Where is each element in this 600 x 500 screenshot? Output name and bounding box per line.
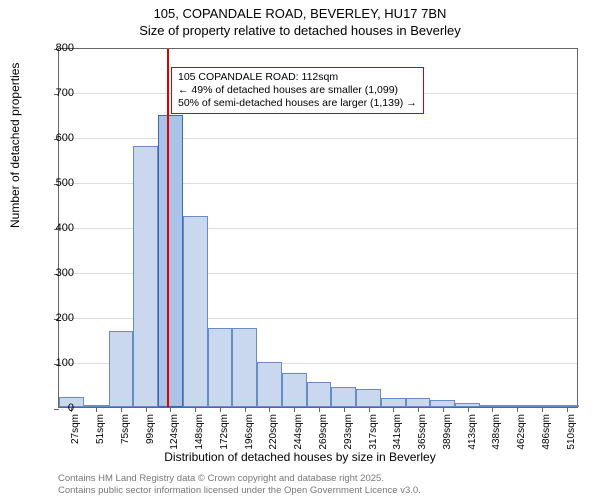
xtick-label: 486sqm (541, 414, 552, 464)
title-line1: 105, COPANDALE ROAD, BEVERLEY, HU17 7BN (0, 6, 600, 23)
xtick-label: 293sqm (343, 414, 354, 464)
histogram-bar (406, 398, 431, 407)
histogram-bar (158, 115, 183, 408)
histogram-bar (282, 373, 307, 407)
annotation-line3: 50% of semi-detached houses are larger (… (178, 97, 417, 110)
histogram-bar (232, 328, 257, 407)
histogram-plot: 105 COPANDALE ROAD: 112sqm← 49% of detac… (58, 48, 578, 408)
histogram-bar (133, 146, 158, 407)
xtick-label: 269sqm (318, 414, 329, 464)
annotation-line1: 105 COPANDALE ROAD: 112sqm (178, 71, 417, 84)
ytick-label: 0 (34, 402, 74, 414)
xtick-label: 75sqm (120, 414, 131, 464)
histogram-bar (356, 389, 381, 407)
xtick-mark (517, 407, 518, 412)
xtick-mark (220, 407, 221, 412)
ytick-label: 400 (34, 222, 74, 234)
histogram-bar (109, 331, 134, 408)
ytick-label: 600 (34, 132, 74, 144)
histogram-bar (381, 398, 406, 407)
xtick-mark (468, 407, 469, 412)
xtick-label: 51sqm (95, 414, 106, 464)
histogram-bar (183, 216, 208, 407)
xtick-label: 341sqm (392, 414, 403, 464)
xtick-mark (269, 407, 270, 412)
histogram-bar (307, 382, 332, 407)
xtick-label: 172sqm (219, 414, 230, 464)
footer-line1: Contains HM Land Registry data © Crown c… (58, 473, 421, 484)
y-axis-label: Number of detached properties (8, 63, 22, 228)
xtick-mark (121, 407, 122, 412)
histogram-bar (331, 387, 356, 407)
highlight-marker-line (167, 49, 169, 407)
ytick-label: 800 (34, 42, 74, 54)
xtick-mark (245, 407, 246, 412)
xtick-mark (567, 407, 568, 412)
gridline (59, 138, 577, 139)
xtick-label: 389sqm (442, 414, 453, 464)
histogram-bar (208, 328, 233, 407)
xtick-mark (146, 407, 147, 412)
xtick-label: 510sqm (566, 414, 577, 464)
xtick-mark (344, 407, 345, 412)
xtick-mark (170, 407, 171, 412)
annotation-line2: ← 49% of detached houses are smaller (1,… (178, 84, 417, 97)
xtick-label: 365sqm (417, 414, 428, 464)
xtick-mark (542, 407, 543, 412)
annotation-box: 105 COPANDALE ROAD: 112sqm← 49% of detac… (171, 67, 424, 114)
footer-line2: Contains public sector information licen… (58, 485, 421, 496)
xtick-mark (195, 407, 196, 412)
xtick-label: 99sqm (145, 414, 156, 464)
xtick-mark (294, 407, 295, 412)
xtick-mark (443, 407, 444, 412)
xtick-label: 196sqm (244, 414, 255, 464)
ytick-label: 200 (34, 312, 74, 324)
xtick-mark (96, 407, 97, 412)
xtick-mark (393, 407, 394, 412)
footer-attribution: Contains HM Land Registry data © Crown c… (58, 473, 421, 496)
xtick-label: 462sqm (516, 414, 527, 464)
xtick-label: 124sqm (169, 414, 180, 464)
xtick-label: 438sqm (491, 414, 502, 464)
xtick-label: 148sqm (194, 414, 205, 464)
ytick-label: 300 (34, 267, 74, 279)
xtick-label: 317sqm (368, 414, 379, 464)
xtick-label: 413sqm (467, 414, 478, 464)
xtick-mark (369, 407, 370, 412)
histogram-bar (257, 362, 282, 407)
ytick-label: 700 (34, 87, 74, 99)
xtick-label: 220sqm (268, 414, 279, 464)
chart-title: 105, COPANDALE ROAD, BEVERLEY, HU17 7BN … (0, 0, 600, 40)
xtick-mark (492, 407, 493, 412)
ytick-label: 500 (34, 177, 74, 189)
xtick-mark (418, 407, 419, 412)
xtick-label: 27sqm (70, 414, 81, 464)
ytick-label: 100 (34, 357, 74, 369)
xtick-label: 244sqm (293, 414, 304, 464)
xtick-mark (319, 407, 320, 412)
histogram-bar (430, 400, 455, 407)
title-line2: Size of property relative to detached ho… (0, 23, 600, 40)
